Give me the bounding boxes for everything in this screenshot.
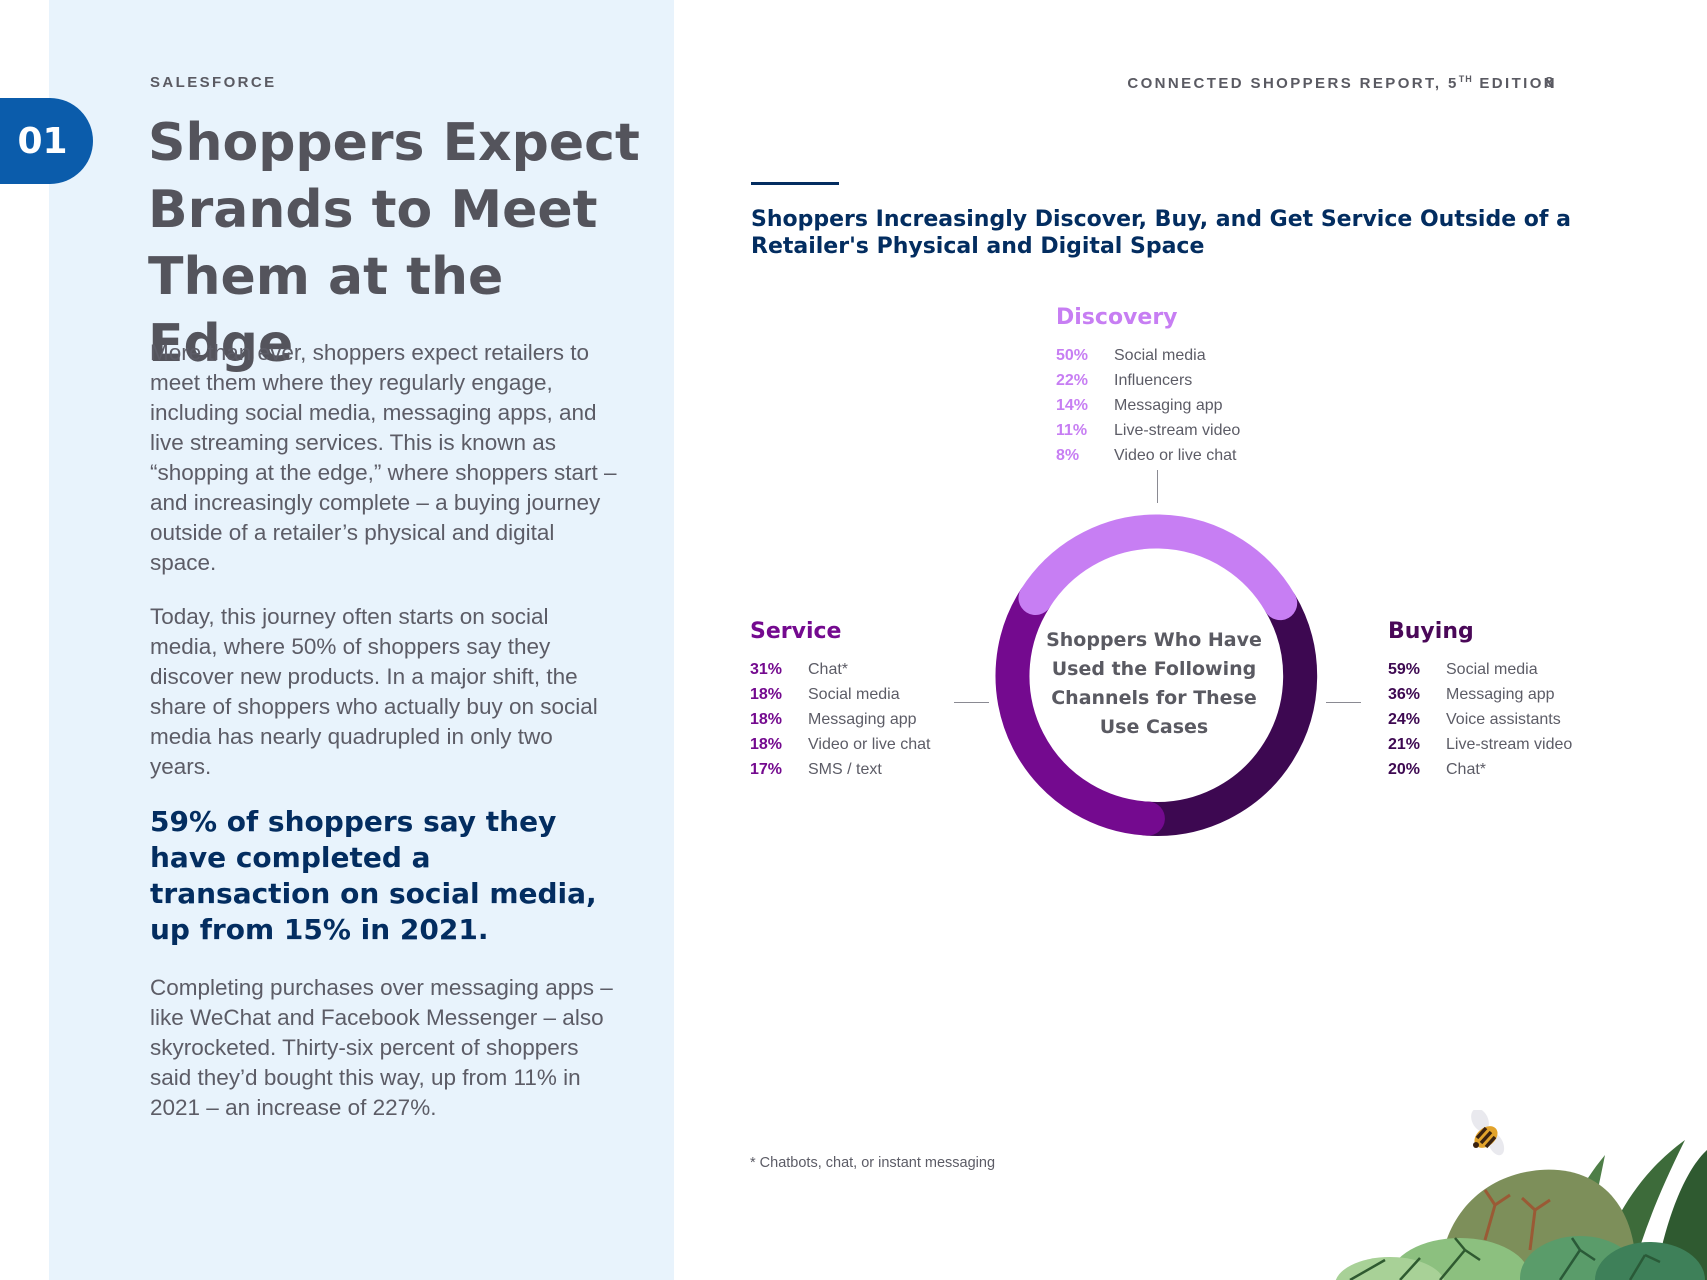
stat-percent: 36% <box>1388 686 1421 703</box>
stat-label: Voice assistants <box>1446 711 1561 728</box>
foliage-illustration <box>1335 1140 1707 1280</box>
service-arc <box>995 581 1165 836</box>
stat-label: Chat* <box>1446 761 1487 778</box>
list-item: 24% Voice assistants <box>1388 707 1572 732</box>
stat-percent: 17% <box>750 761 783 778</box>
list-item: 36% Messaging app <box>1388 682 1572 707</box>
discovery-connector <box>1157 470 1158 503</box>
stat-percent: 20% <box>1388 761 1421 778</box>
stat-label: Messaging app <box>1114 397 1223 414</box>
closing-paragraph: Completing purchases over messaging apps… <box>150 975 613 1120</box>
stat-percent: 22% <box>1056 372 1089 389</box>
callout-stat: 59% of shoppers say they have completed … <box>150 805 597 946</box>
buying-arc <box>1128 586 1318 836</box>
list-item: 18% Social media <box>750 682 930 707</box>
stat-percent: 8% <box>1056 447 1080 464</box>
stat-percent: 31% <box>750 661 783 678</box>
list-item: 59% Social media <box>1388 657 1572 682</box>
figure-rule <box>751 182 839 185</box>
stat-label: Video or live chat <box>808 736 931 753</box>
stat-label: Influencers <box>1114 372 1193 389</box>
list-item: 21% Live-stream video <box>1388 732 1572 757</box>
report-title-edition: EDITION <box>1472 75 1557 92</box>
stat-label: SMS / text <box>808 761 882 778</box>
stat-label: Chat* <box>808 661 849 678</box>
figure-title: Shoppers Increasingly Discover, Buy, and… <box>751 207 1571 259</box>
report-title-text: CONNECTED SHOPPERS REPORT, 5 <box>1127 75 1459 92</box>
report-title-sup: TH <box>1458 74 1473 84</box>
stat-label: Social media <box>1114 347 1206 364</box>
list-item: 50% Social media <box>1056 343 1240 368</box>
list-item: 17% SMS / text <box>750 757 930 782</box>
stat-percent: 24% <box>1388 711 1421 728</box>
list-item: 20% Chat* <box>1388 757 1572 782</box>
stat-percent: 18% <box>750 686 783 703</box>
list-item: 22% Influencers <box>1056 368 1240 393</box>
discovery-list: 50% Social media 22% Influencers 14% Messag… <box>1056 343 1240 468</box>
stat-percent: 21% <box>1388 736 1421 753</box>
page-number: 8 <box>1545 74 1554 91</box>
chapter-badge: 01 <box>0 98 93 184</box>
list-item: 14% Messaging app <box>1056 393 1240 418</box>
buying-connector <box>1326 702 1361 703</box>
list-item: 8% Video or live chat <box>1056 443 1240 468</box>
list-item: 18% Video or live chat <box>750 732 930 757</box>
list-item: 18% Messaging app <box>750 707 930 732</box>
report-title: CONNECTED SHOPPERS REPORT, 5TH EDITION <box>1127 74 1557 92</box>
stat-percent: 18% <box>750 736 783 753</box>
chapter-number: 01 <box>17 120 68 162</box>
stat-percent: 11% <box>1056 422 1088 439</box>
left-panel <box>49 0 674 1280</box>
discovery-heading: Discovery <box>1056 305 1178 330</box>
page-title: Shoppers Expect Brands to Meet Them at t… <box>148 113 640 374</box>
stat-percent: 59% <box>1388 661 1421 678</box>
ring-center-label: Shoppers Who Have Used the Following Cha… <box>1046 629 1262 738</box>
discovery-arc <box>1018 514 1298 621</box>
channel-ring <box>995 514 1318 836</box>
service-list: 31% Chat* 18% Social media 18% Messaging ap… <box>750 657 930 782</box>
stat-label: Social media <box>1446 661 1538 678</box>
bee-icon <box>1471 1110 1505 1156</box>
stat-percent: 14% <box>1056 397 1089 414</box>
stat-percent: 50% <box>1056 347 1089 364</box>
footnote: * Chatbots, chat, or instant messaging <box>750 1155 996 1171</box>
stat-label: Live-stream video <box>1114 422 1241 439</box>
stat-label: Live-stream video <box>1446 736 1573 753</box>
intro-paragraph: More than ever, shoppers expect retailer… <box>150 340 617 575</box>
stat-label: Video or live chat <box>1114 447 1237 464</box>
buying-list: 59% Social media 36% Messaging app 24% Voic… <box>1388 657 1572 782</box>
stat-label: Social media <box>808 686 900 703</box>
brand-label: SALESFORCE <box>150 74 277 91</box>
stat-label: Messaging app <box>808 711 917 728</box>
service-heading: Service <box>750 619 842 644</box>
list-item: 31% Chat* <box>750 657 930 682</box>
service-connector <box>954 702 989 703</box>
list-item: 11% Live-stream video <box>1056 418 1240 443</box>
stat-label: Messaging app <box>1446 686 1555 703</box>
body-paragraph: Today, this journey often starts on soci… <box>150 604 598 779</box>
buying-heading: Buying <box>1388 619 1474 644</box>
stat-percent: 18% <box>750 711 783 728</box>
